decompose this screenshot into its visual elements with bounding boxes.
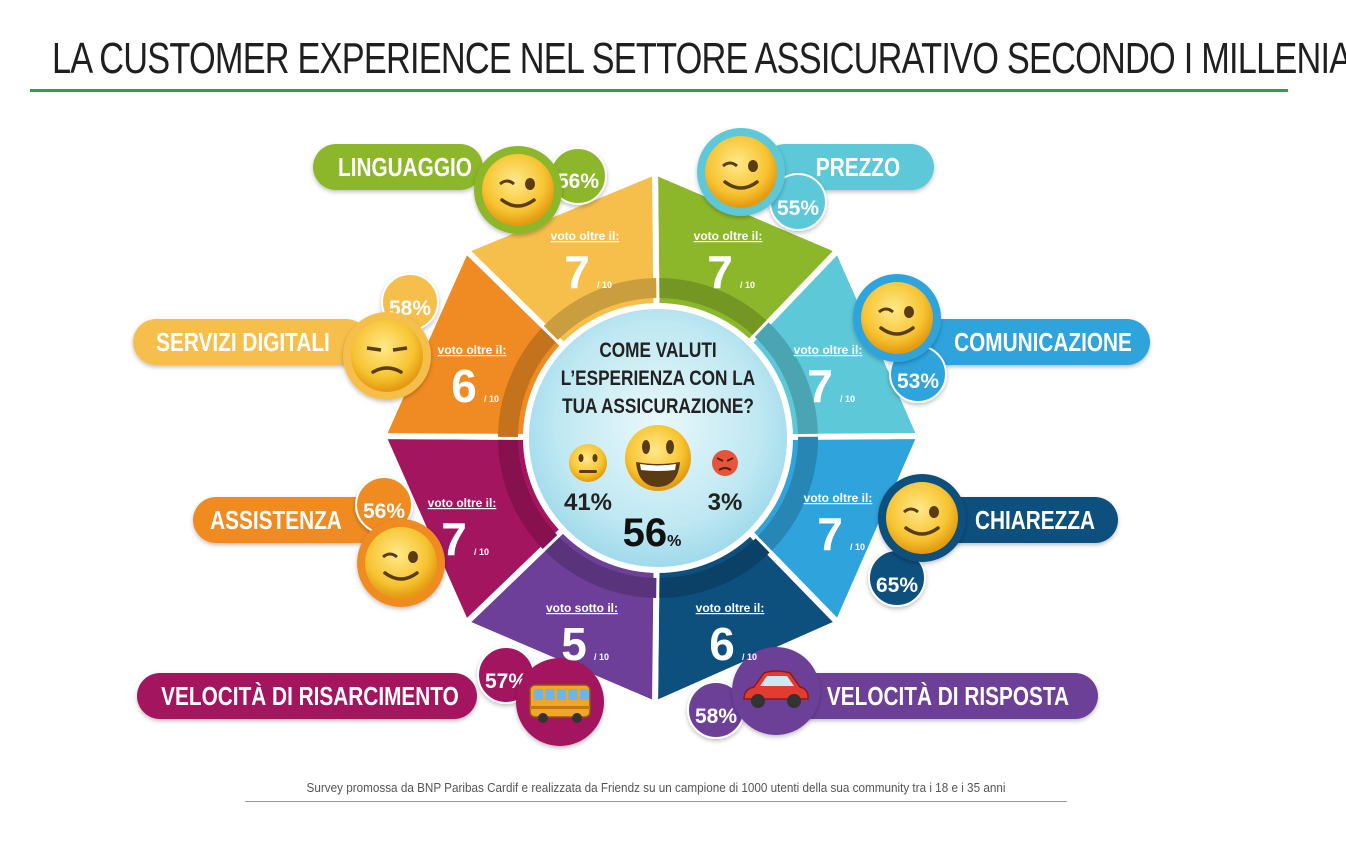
score-unit: / 10	[840, 394, 855, 404]
title-underline	[30, 89, 1288, 92]
score-unit: / 10	[740, 280, 755, 290]
wedge-inner-ring	[754, 322, 818, 437]
score-block-comunicazione: voto oltre il: 7 / 10	[794, 343, 863, 412]
vote-caption: voto oltre il:	[694, 229, 763, 243]
score-unit: / 10	[474, 547, 489, 557]
category-label-linguaggio: LINGUAGGIO	[338, 153, 472, 182]
label-pill-velocita-di-risarcimento	[137, 673, 477, 719]
center-angry-percentage: 3%	[708, 489, 743, 516]
wedge-inner-ring	[498, 436, 558, 550]
footnote-rule	[245, 801, 1067, 802]
label-pill-servizi-digitali	[133, 319, 369, 365]
category-label-velocita-di-risposta: VELOCITÀ DI RISPOSTA	[827, 681, 1069, 711]
survey-footnote: Survey promossa da BNP Paribas Cardif e …	[306, 780, 1006, 795]
grinning-face-icon	[625, 425, 691, 491]
center-happy-unit: %	[667, 533, 681, 550]
wedge-inner-ring	[755, 436, 818, 553]
score-value: 7	[564, 246, 590, 298]
wink-face-icon	[697, 128, 785, 216]
center-question-circle: COME VALUTI L’ESPERIENZA CON LA TUA ASSI…	[523, 303, 793, 573]
wink-face-icon	[474, 146, 562, 234]
center-question-line-1: COME VALUTI	[599, 340, 716, 363]
vote-caption: voto oltre il:	[804, 491, 873, 505]
label-pill-comunicazione	[910, 319, 1150, 365]
percentage-chiarezza: 65%	[876, 574, 918, 597]
score-block-chiarezza: voto oltre il: 7 / 10	[804, 491, 873, 560]
label-pill-linguaggio	[313, 144, 483, 190]
score-value: 7	[817, 508, 843, 560]
center-question-line-2: L’ESPERIENZA CON LA	[561, 368, 756, 391]
percentage-badges: 56%55%53%65%58%57%56%58%	[343, 128, 966, 746]
percentage-velocita-di-risposta: 58%	[695, 705, 737, 728]
wedge-inner-ring	[656, 277, 769, 337]
score-unit: / 10	[594, 652, 609, 662]
score-unit: / 10	[850, 542, 865, 552]
wink-face-icon	[853, 274, 941, 362]
page-title: LA CUSTOMER EXPERIENCE NEL SETTORE ASSIC…	[52, 34, 1346, 83]
unamused-face-icon	[343, 312, 431, 400]
score-value: 5	[561, 618, 587, 670]
center-neutral-percentage: 41%	[564, 489, 612, 516]
category-label-prezzo: PREZZO	[816, 153, 900, 182]
category-label-chiarezza: CHIAREZZA	[975, 506, 1095, 535]
score-unit: / 10	[742, 652, 757, 662]
percentage-comunicazione: 53%	[897, 370, 939, 393]
angry-face-icon	[712, 450, 738, 476]
wink-face-icon	[878, 474, 966, 562]
percentage-assistenza: 56%	[363, 500, 405, 523]
score-block-velocita-di-risarcimento: voto sotto il: 5 / 10	[546, 601, 618, 670]
label-pill-assistenza	[193, 497, 405, 543]
vote-caption: voto oltre il:	[551, 229, 620, 243]
score-block-servizi-digitali: voto oltre il: 6 / 10	[438, 343, 507, 412]
score-value: 7	[807, 360, 833, 412]
center-happy-percentage: 56%	[623, 511, 682, 555]
score-block-assistenza: voto oltre il: 7 / 10	[428, 496, 497, 565]
vote-caption: voto oltre il:	[696, 601, 765, 615]
bus-icon	[516, 658, 604, 746]
percentage-linguaggio: 56%	[557, 170, 599, 193]
score-unit: / 10	[597, 280, 612, 290]
score-unit: / 10	[484, 394, 499, 404]
wedge-inner-ring	[498, 326, 558, 437]
wedge-inner-ring	[543, 278, 657, 341]
percentage-velocita-di-risarcimento: 57%	[485, 670, 527, 693]
wedge-inner-ring	[542, 535, 657, 598]
percentage-prezzo: 55%	[777, 197, 819, 220]
vote-caption: voto oltre il:	[428, 496, 497, 510]
center-happy-value: 56	[623, 511, 668, 555]
center-question-line-3: TUA ASSICURAZIONE?	[562, 396, 754, 419]
vote-caption: voto oltre il:	[794, 343, 863, 357]
car-icon	[732, 647, 820, 735]
label-pill-chiarezza	[935, 497, 1118, 543]
score-value: 6	[709, 618, 735, 670]
category-label-assistenza: ASSISTENZA	[210, 506, 342, 535]
vote-caption: voto oltre il:	[438, 343, 507, 357]
category-label-servizi-digitali: SERVIZI DIGITALI	[156, 328, 330, 357]
score-block-prezzo: voto oltre il: 7 / 10	[694, 229, 763, 298]
wedge-inner-ring	[656, 538, 770, 598]
score-block-linguaggio: voto oltre il: 7 / 10	[551, 229, 620, 298]
vote-caption: voto sotto il:	[546, 601, 618, 615]
score-value: 7	[707, 246, 733, 298]
neutral-face-icon	[569, 444, 607, 482]
wink-face-icon	[357, 519, 445, 607]
score-value: 7	[441, 513, 467, 565]
category-labels: LINGUAGGIO PREZZO COMUNICAZIONE CHIAREZZA VE…	[133, 144, 1150, 719]
category-label-comunicazione: COMUNICAZIONE	[954, 328, 1132, 357]
label-pill-velocita-di-risposta	[790, 673, 1098, 719]
category-label-velocita-di-risarcimento: VELOCITÀ DI RISARCIMENTO	[161, 681, 459, 711]
score-value: 6	[451, 360, 477, 412]
score-block-velocita-di-risposta: voto oltre il: 6 / 10	[696, 601, 765, 670]
